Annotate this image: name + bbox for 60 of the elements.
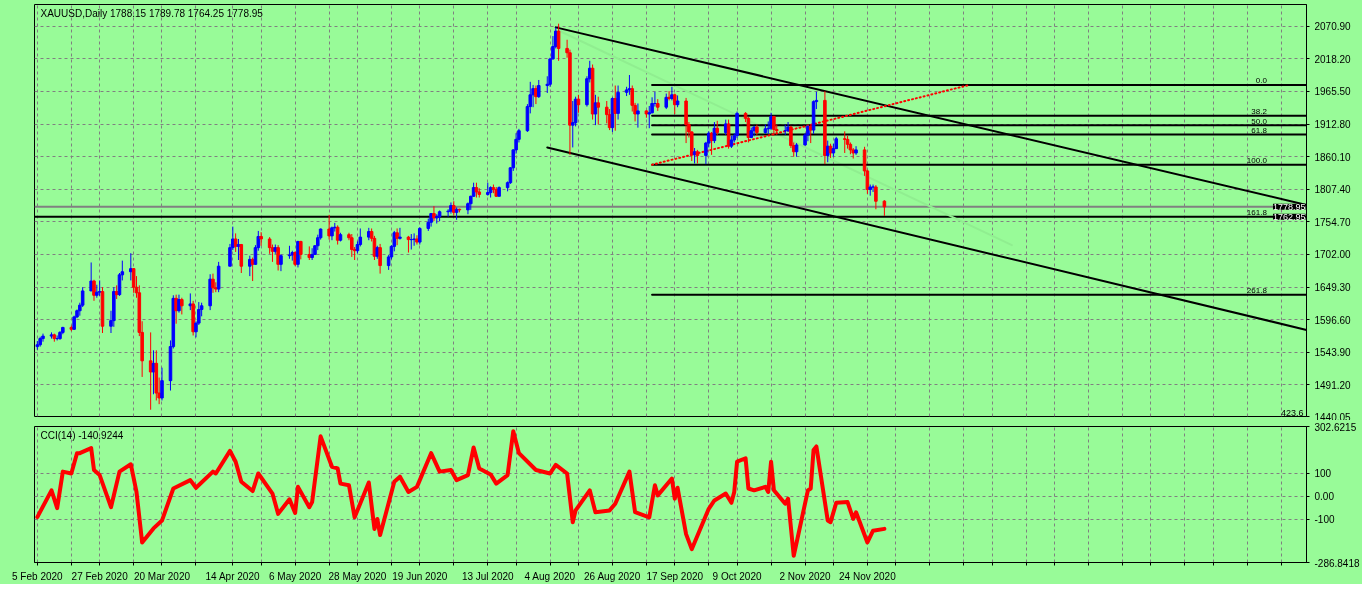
y-tick-label: 1754.70 <box>1314 216 1352 228</box>
candlestick <box>684 97 688 144</box>
y-tick-label: 1596.60 <box>1314 314 1352 326</box>
annotation: 0.0 <box>1255 76 1268 86</box>
annotation: 100.0 <box>1246 156 1268 166</box>
y-tick-label: 0.00 <box>1314 491 1335 503</box>
x-tick-label: 5 Feb 2020 <box>12 570 64 582</box>
candlestick <box>248 255 252 277</box>
annotation: 423.6 <box>1280 407 1304 418</box>
candlestick <box>398 227 402 241</box>
y-tick-label: 100 <box>1314 468 1332 480</box>
x-tick-label: 4 Aug 2020 <box>524 570 576 582</box>
annotation: 38.2 <box>1251 107 1268 117</box>
x-tick-label: 6 May 2020 <box>269 570 322 582</box>
y-tick-label: 2018.20 <box>1314 53 1352 65</box>
y-tick-label: 302.6215 <box>1314 421 1357 433</box>
x-tick-label: 26 Aug 2020 <box>584 570 641 582</box>
y-tick-label: -286.8418 <box>1314 557 1360 569</box>
candlestick <box>636 102 640 129</box>
candlestick <box>41 333 45 343</box>
y-tick-label: 2070.90 <box>1314 21 1352 33</box>
y-tick-label: -100 <box>1314 514 1335 526</box>
candlestick <box>570 100 575 148</box>
y-tick-label: 1543.90 <box>1314 347 1352 359</box>
x-tick-label: 24 Nov 2020 <box>839 570 897 582</box>
ref-line-label: 1778.95 <box>1272 201 1306 212</box>
annotation: 61.8 <box>1251 125 1268 135</box>
x-tick-label: 9 Oct 2020 <box>712 570 762 582</box>
y-tick-label: 1491.20 <box>1314 379 1352 391</box>
x-tick-label: 2 Nov 2020 <box>779 570 832 582</box>
candlestick <box>412 232 416 247</box>
candlestick <box>259 231 263 247</box>
line-series <box>35 429 887 558</box>
x-tick-label: 13 Jul 2020 <box>461 570 515 582</box>
candlestick <box>160 367 164 401</box>
x-tick-label: 20 Mar 2020 <box>133 570 191 582</box>
y-tick-label: 1649.30 <box>1314 282 1352 294</box>
candlestick <box>239 243 244 274</box>
x-tick-label: 19 Jun 2020 <box>392 570 448 582</box>
chart-title: CCI(14) -140.9244 <box>40 429 124 441</box>
x-tick-label: 14 Apr 2020 <box>205 570 260 582</box>
x-tick-label: 27 Feb 2020 <box>71 570 129 582</box>
annotation: 50.0 <box>1251 116 1268 126</box>
candlestick <box>735 111 739 139</box>
candlestick <box>89 261 93 292</box>
annotation: 161.8 <box>1246 208 1268 218</box>
y-tick-label: 1912.80 <box>1314 119 1352 131</box>
y-tick-label: 1807.40 <box>1314 184 1352 196</box>
x-tick-label: 17 Sep 2020 <box>646 570 704 582</box>
y-tick-label: 1702.00 <box>1314 249 1352 261</box>
y-tick-label: 1965.50 <box>1314 86 1352 98</box>
annotation: 261.8 <box>1246 286 1268 296</box>
candlestick <box>616 85 620 121</box>
candlestick <box>670 86 674 101</box>
y-tick-label: 1860.10 <box>1314 151 1352 163</box>
y-tick-label: 1440.05 <box>1314 411 1352 423</box>
x-tick-label: 28 May 2020 <box>328 570 387 582</box>
ref-line-label: 1762.95 <box>1272 211 1306 222</box>
chart-title: XAUUSD,Daily 1788.15 1789.78 1764.25 1778.95 <box>40 7 264 19</box>
candlestick <box>874 184 878 210</box>
